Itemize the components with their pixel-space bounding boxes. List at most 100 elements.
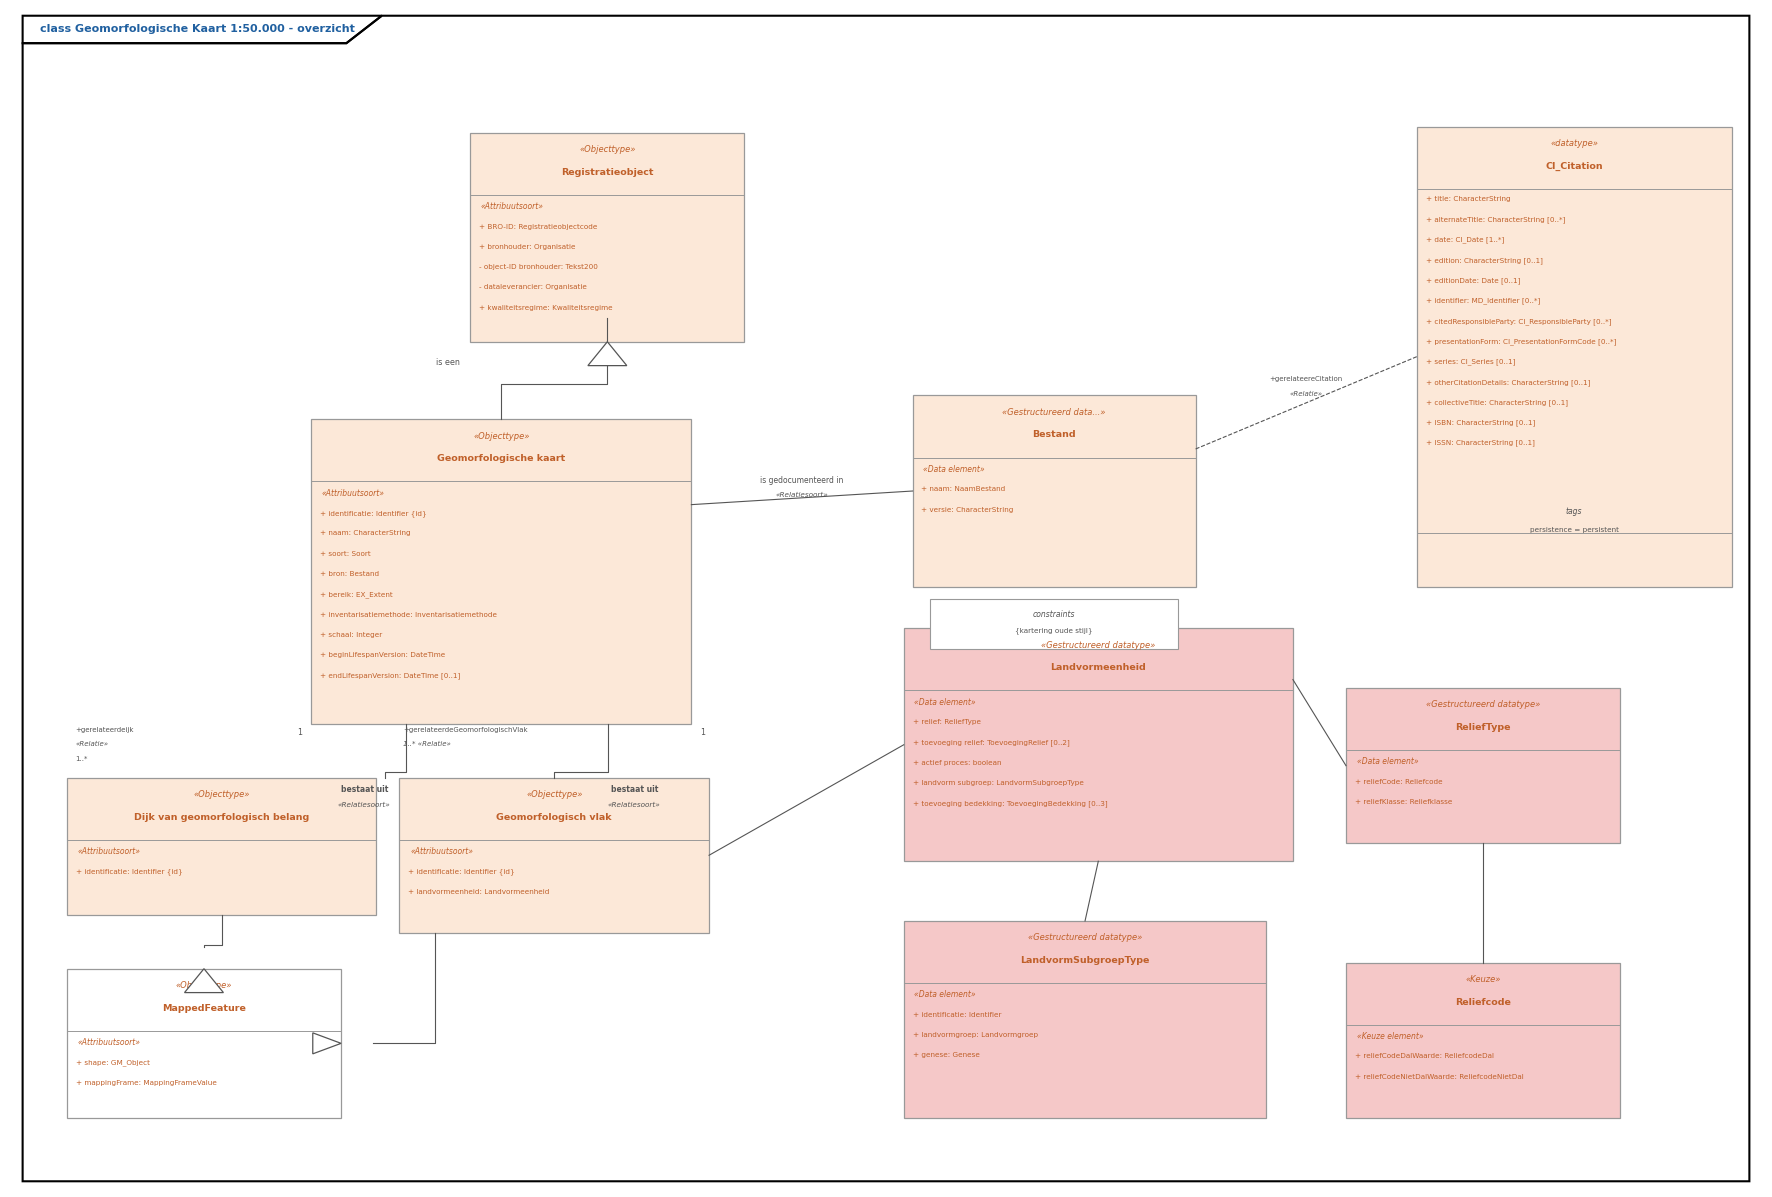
Text: «Objecttype»: «Objecttype» [193, 790, 250, 798]
Text: + mappingFrame: MappingFrameValue: + mappingFrame: MappingFrameValue [76, 1080, 216, 1086]
Text: + collectiveTitle: CharacterString [0..1]: + collectiveTitle: CharacterString [0..1… [1426, 399, 1568, 406]
Bar [1347, 962, 1620, 1118]
Text: + naam: NaamBestand: + naam: NaamBestand [921, 486, 1006, 492]
Text: - dataleverancier: Organisatie: - dataleverancier: Organisatie [478, 285, 587, 291]
Text: Landvormeenheid: Landvormeenheid [1051, 663, 1146, 673]
Text: + alternateTitle: CharacterString [0..*]: + alternateTitle: CharacterString [0..*] [1426, 217, 1565, 223]
Text: + landvorm subgroep: LandvormSubgroepType: + landvorm subgroep: LandvormSubgroepTyp… [913, 780, 1083, 786]
Text: + BRO-ID: Registratieobjectcode: + BRO-ID: Registratieobjectcode [478, 224, 597, 230]
Text: + citedResponsibleParty: CI_ResponsibleParty [0..*]: + citedResponsibleParty: CI_ResponsibleP… [1426, 318, 1611, 324]
Text: «Attribuutsoort»: «Attribuutsoort» [78, 1038, 140, 1047]
Text: persistence = persistent: persistence = persistent [1529, 527, 1620, 533]
Bar [67, 778, 376, 915]
Bar [312, 419, 691, 724]
Text: + relief: ReliefType: + relief: ReliefType [913, 719, 980, 725]
Text: is gedocumenteerd in: is gedocumenteerd in [760, 476, 843, 485]
Bar [399, 778, 709, 932]
Text: «Gestructureerd data...»: «Gestructureerd data...» [1003, 408, 1106, 417]
Text: «Relatiesoort»: «Relatiesoort» [608, 802, 661, 808]
Text: 1: 1 [700, 728, 705, 736]
Text: «datatype»: «datatype» [1550, 139, 1598, 148]
Text: «Gestructureerd datatype»: «Gestructureerd datatype» [1028, 934, 1143, 942]
Text: «Objecttype»: «Objecttype» [175, 980, 232, 990]
Text: + bronhouder: Organisatie: + bronhouder: Organisatie [478, 244, 576, 250]
Text: + bron: Bestand: + bron: Bestand [321, 571, 379, 577]
Polygon shape [314, 1033, 340, 1053]
Text: + toevoeging relief: ToevoegingRelief [0..2]: + toevoeging relief: ToevoegingRelief [0… [913, 740, 1069, 746]
Text: {kartering oude stijl}: {kartering oude stijl} [1015, 627, 1093, 634]
Text: class Geomorfologische Kaart 1:50.000 - overzicht: class Geomorfologische Kaart 1:50.000 - … [41, 24, 354, 34]
Text: + soort: Soort: + soort: Soort [321, 551, 370, 557]
Text: + kwaliteitsregime: Kwaliteitsregime: + kwaliteitsregime: Kwaliteitsregime [478, 305, 613, 311]
Text: + reliefKlasse: Reliefklasse: + reliefKlasse: Reliefklasse [1356, 800, 1453, 806]
Text: «Relatiesoort»: «Relatiesoort» [338, 802, 390, 808]
Text: + toevoeging bedekking: ToevoegingBedekking [0..3]: + toevoeging bedekking: ToevoegingBedekk… [913, 801, 1108, 807]
Text: + schaal: Integer: + schaal: Integer [321, 632, 383, 638]
Text: + naam: CharacterString: + naam: CharacterString [321, 530, 411, 536]
Text: Registratieobject: Registratieobject [562, 168, 654, 177]
Text: 1..* «Relatie»: 1..* «Relatie» [402, 741, 450, 747]
Text: LandvormSubgroepType: LandvormSubgroepType [1021, 956, 1150, 965]
Text: «Keuze»: «Keuze» [1465, 976, 1501, 984]
Text: + landvormeenheid: Landvormeenheid: + landvormeenheid: Landvormeenheid [408, 888, 549, 894]
Text: +gerelateerdeijk: +gerelateerdeijk [76, 727, 135, 733]
Text: +gerelateereCitation: +gerelateereCitation [1269, 376, 1343, 382]
Bar [930, 598, 1178, 649]
Text: + identificatie: Identifier: + identificatie: Identifier [913, 1011, 1001, 1017]
Text: «Data element»: «Data element» [1357, 758, 1418, 766]
Text: «Attribuutsoort»: «Attribuutsoort» [480, 202, 544, 211]
Bar [1418, 127, 1731, 587]
Text: tags: tags [1566, 506, 1582, 516]
Text: is een: is een [436, 358, 461, 367]
Text: + bereik: EX_Extent: + bereik: EX_Extent [321, 591, 393, 598]
Text: «Data element»: «Data element» [923, 464, 985, 474]
Text: + inventarisatiemethode: Inventarisatiemethode: + inventarisatiemethode: Inventarisatiem… [321, 612, 496, 618]
Text: «Relatie»: «Relatie» [1290, 391, 1322, 397]
Text: + ISSN: CharacterString [0..1]: + ISSN: CharacterString [0..1] [1426, 439, 1535, 446]
Text: «Objecttype»: «Objecttype» [579, 145, 636, 154]
Text: 1..*: 1..* [76, 755, 89, 761]
Text: ReliefType: ReliefType [1455, 723, 1512, 733]
Text: + reliefCodeNietDalWaarde: ReliefcodeNietDal: + reliefCodeNietDalWaarde: ReliefcodeNie… [1356, 1074, 1524, 1080]
Text: bestaat uit: bestaat uit [611, 785, 657, 794]
Bar [904, 920, 1267, 1118]
Text: Geomorfologische kaart: Geomorfologische kaart [438, 455, 565, 463]
Text: «Relatiesoort»: «Relatiesoort» [776, 492, 828, 498]
Text: + actief proces: boolean: + actief proces: boolean [913, 760, 1001, 766]
Text: + otherCitationDetails: CharacterString [0..1]: + otherCitationDetails: CharacterString … [1426, 378, 1589, 385]
Text: «Gestructureerd datatype»: «Gestructureerd datatype» [1042, 640, 1155, 650]
Bar [470, 133, 744, 341]
Text: + identificatie: Identifier {id}: + identificatie: Identifier {id} [321, 510, 427, 517]
Bar [913, 395, 1196, 587]
Text: + reliefCode: Reliefcode: + reliefCode: Reliefcode [1356, 779, 1442, 785]
Text: Reliefcode: Reliefcode [1455, 997, 1512, 1007]
Text: «Data element»: «Data element» [914, 990, 976, 999]
Text: bestaat uit: bestaat uit [340, 785, 388, 794]
Text: Bestand: Bestand [1033, 431, 1076, 439]
Text: Dijk van geomorfologisch belang: Dijk van geomorfologisch belang [135, 813, 310, 821]
Text: «Attribuutsoort»: «Attribuutsoort» [323, 488, 385, 498]
Text: «Objecttype»: «Objecttype» [473, 432, 530, 440]
Text: constraints: constraints [1033, 610, 1076, 619]
Text: + editionDate: Date [0..1]: + editionDate: Date [0..1] [1426, 278, 1520, 284]
Bar [67, 968, 340, 1118]
Bar [1347, 688, 1620, 844]
Text: +gerelateerdeGeomorfologischVlak: +gerelateerdeGeomorfologischVlak [402, 727, 528, 733]
Text: «Data element»: «Data element» [914, 698, 976, 706]
Text: MappedFeature: MappedFeature [161, 1003, 246, 1013]
Text: 1: 1 [298, 728, 303, 736]
Text: + ISBN: CharacterString [0..1]: + ISBN: CharacterString [0..1] [1426, 419, 1535, 426]
Text: + reliefCodeDalWaarde: ReliefcodeDal: + reliefCodeDalWaarde: ReliefcodeDal [1356, 1053, 1494, 1059]
Polygon shape [184, 968, 223, 992]
Text: Geomorfologisch vlak: Geomorfologisch vlak [496, 813, 611, 821]
Text: + title: CharacterString: + title: CharacterString [1426, 196, 1510, 202]
Text: + endLifespanVersion: DateTime [0..1]: + endLifespanVersion: DateTime [0..1] [321, 673, 461, 679]
Text: + identifier: MD_Identifier [0..*]: + identifier: MD_Identifier [0..*] [1426, 298, 1540, 304]
Text: «Objecttype»: «Objecttype» [526, 790, 583, 798]
Text: + identificatie: Identifier {id}: + identificatie: Identifier {id} [76, 868, 183, 875]
Text: «Attribuutsoort»: «Attribuutsoort» [409, 847, 473, 856]
Text: CI_Citation: CI_Citation [1545, 162, 1604, 171]
Text: + identificatie: Identifier {id}: + identificatie: Identifier {id} [408, 868, 516, 875]
Text: + date: CI_Date [1..*]: + date: CI_Date [1..*] [1426, 237, 1504, 243]
Text: «Relatie»: «Relatie» [76, 741, 108, 747]
